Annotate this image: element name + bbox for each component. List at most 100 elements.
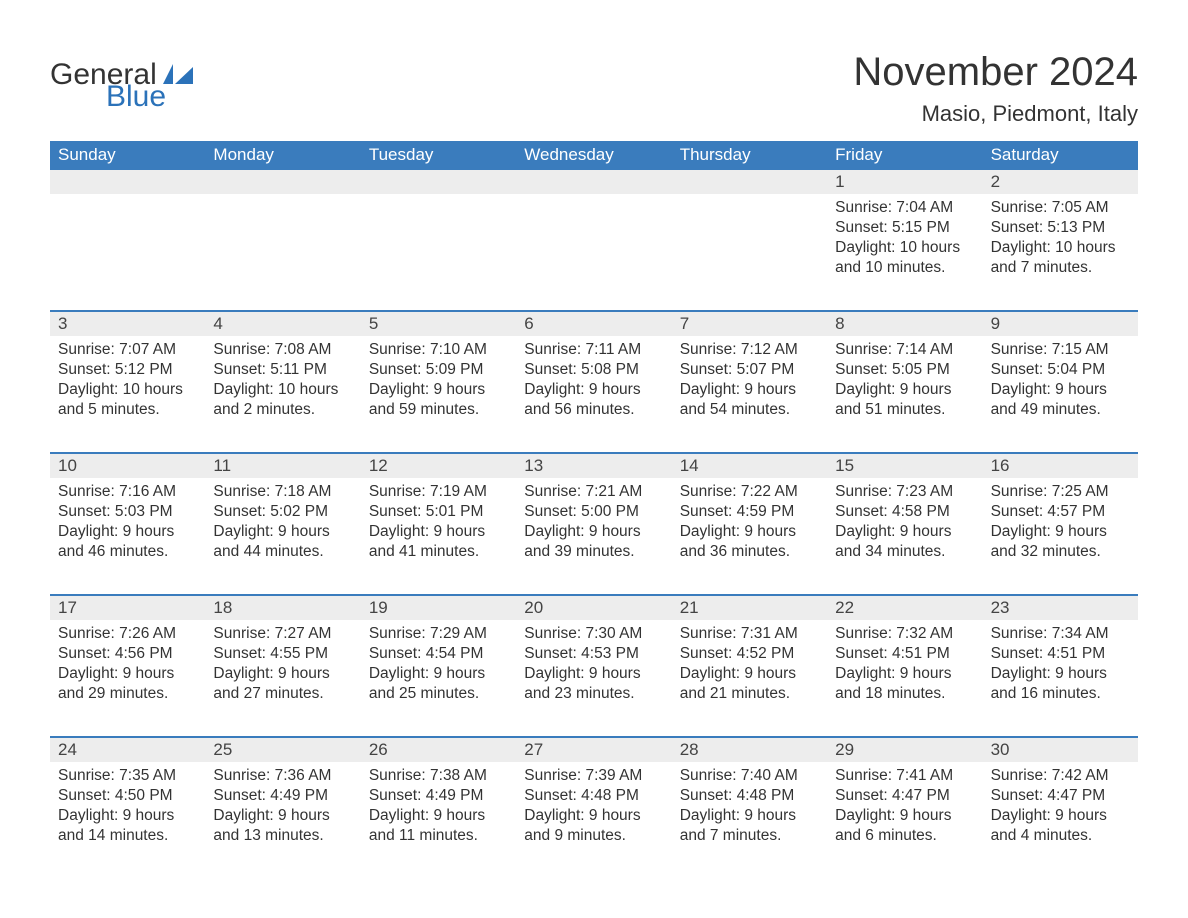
daylight-text: Daylight: 9 hours and 54 minutes.: [680, 380, 819, 420]
sunrise-text: Sunrise: 7:27 AM: [213, 624, 352, 644]
day-number-cell: 29: [827, 738, 982, 762]
sunrise-text: Sunrise: 7:40 AM: [680, 766, 819, 786]
daylight-text: Daylight: 9 hours and 44 minutes.: [213, 522, 352, 562]
sunset-text: Sunset: 5:12 PM: [58, 360, 197, 380]
sunrise-text: Sunrise: 7:25 AM: [991, 482, 1130, 502]
daylight-text: Daylight: 10 hours and 2 minutes.: [213, 380, 352, 420]
week-spacer: [50, 284, 1138, 310]
weeks-container: 12 Sunrise: 7:04 AMSunset: 5:15 PMDayligh…: [50, 170, 1138, 852]
daylight-text: Daylight: 9 hours and 34 minutes.: [835, 522, 974, 562]
day-detail-cell: Sunrise: 7:39 AMSunset: 4:48 PMDaylight:…: [516, 762, 671, 852]
day-number-cell: 17: [50, 596, 205, 620]
day-detail-cell: Sunrise: 7:08 AMSunset: 5:11 PMDaylight:…: [205, 336, 360, 426]
day-detail-cell: Sunrise: 7:30 AMSunset: 4:53 PMDaylight:…: [516, 620, 671, 710]
daylight-text: Daylight: 9 hours and 39 minutes.: [524, 522, 663, 562]
day-number-cell: 22: [827, 596, 982, 620]
day-detail-row: Sunrise: 7:35 AMSunset: 4:50 PMDaylight:…: [50, 762, 1138, 852]
sunrise-text: Sunrise: 7:26 AM: [58, 624, 197, 644]
day-number-cell: [672, 170, 827, 194]
daylight-text: Daylight: 9 hours and 14 minutes.: [58, 806, 197, 846]
day-number-cell: 8: [827, 312, 982, 336]
sunset-text: Sunset: 4:48 PM: [680, 786, 819, 806]
day-detail-cell: Sunrise: 7:05 AMSunset: 5:13 PMDaylight:…: [983, 194, 1138, 284]
day-number-cell: 25: [205, 738, 360, 762]
sunset-text: Sunset: 5:15 PM: [835, 218, 974, 238]
sunset-text: Sunset: 4:57 PM: [991, 502, 1130, 522]
sunset-text: Sunset: 4:55 PM: [213, 644, 352, 664]
sunset-text: Sunset: 5:05 PM: [835, 360, 974, 380]
day-detail-cell: Sunrise: 7:12 AMSunset: 5:07 PMDaylight:…: [672, 336, 827, 426]
day-number-cell: 19: [361, 596, 516, 620]
sunrise-text: Sunrise: 7:30 AM: [524, 624, 663, 644]
day-detail-cell: [361, 194, 516, 284]
sunrise-text: Sunrise: 7:42 AM: [991, 766, 1130, 786]
weekday-header: Tuesday: [361, 141, 516, 170]
day-number-row: 10111213141516: [50, 454, 1138, 478]
day-number-cell: 7: [672, 312, 827, 336]
sunrise-text: Sunrise: 7:18 AM: [213, 482, 352, 502]
daylight-text: Daylight: 10 hours and 5 minutes.: [58, 380, 197, 420]
daylight-text: Daylight: 10 hours and 10 minutes.: [835, 238, 974, 278]
sunset-text: Sunset: 4:56 PM: [58, 644, 197, 664]
logo-flag-icon: [163, 64, 193, 84]
day-number-cell: 15: [827, 454, 982, 478]
day-detail-cell: Sunrise: 7:15 AMSunset: 5:04 PMDaylight:…: [983, 336, 1138, 426]
week-block: 3456789Sunrise: 7:07 AMSunset: 5:12 PMDa…: [50, 310, 1138, 452]
day-detail-row: Sunrise: 7:26 AMSunset: 4:56 PMDaylight:…: [50, 620, 1138, 710]
day-number-cell: 27: [516, 738, 671, 762]
day-number-cell: 21: [672, 596, 827, 620]
weekday-header: Saturday: [983, 141, 1138, 170]
day-detail-cell: Sunrise: 7:34 AMSunset: 4:51 PMDaylight:…: [983, 620, 1138, 710]
sunset-text: Sunset: 5:08 PM: [524, 360, 663, 380]
day-number-cell: 14: [672, 454, 827, 478]
day-number-cell: 3: [50, 312, 205, 336]
sunset-text: Sunset: 5:07 PM: [680, 360, 819, 380]
daylight-text: Daylight: 9 hours and 23 minutes.: [524, 664, 663, 704]
day-number-cell: 20: [516, 596, 671, 620]
location-subtitle: Masio, Piedmont, Italy: [853, 101, 1138, 127]
day-detail-cell: Sunrise: 7:04 AMSunset: 5:15 PMDaylight:…: [827, 194, 982, 284]
day-detail-cell: Sunrise: 7:26 AMSunset: 4:56 PMDaylight:…: [50, 620, 205, 710]
day-detail-cell: Sunrise: 7:27 AMSunset: 4:55 PMDaylight:…: [205, 620, 360, 710]
day-detail-cell: Sunrise: 7:10 AMSunset: 5:09 PMDaylight:…: [361, 336, 516, 426]
day-detail-row: Sunrise: 7:07 AMSunset: 5:12 PMDaylight:…: [50, 336, 1138, 426]
day-number-cell: 12: [361, 454, 516, 478]
daylight-text: Daylight: 9 hours and 16 minutes.: [991, 664, 1130, 704]
sunset-text: Sunset: 4:53 PM: [524, 644, 663, 664]
day-number-cell: [205, 170, 360, 194]
sunset-text: Sunset: 5:00 PM: [524, 502, 663, 522]
sunrise-text: Sunrise: 7:23 AM: [835, 482, 974, 502]
daylight-text: Daylight: 9 hours and 25 minutes.: [369, 664, 508, 704]
header-bar: General Blue November 2024 Masio, Piedmo…: [50, 50, 1138, 127]
daylight-text: Daylight: 9 hours and 6 minutes.: [835, 806, 974, 846]
week-block: 24252627282930Sunrise: 7:35 AMSunset: 4:…: [50, 736, 1138, 852]
sunset-text: Sunset: 4:49 PM: [369, 786, 508, 806]
sunset-text: Sunset: 5:11 PM: [213, 360, 352, 380]
day-detail-row: Sunrise: 7:16 AMSunset: 5:03 PMDaylight:…: [50, 478, 1138, 568]
day-detail-cell: Sunrise: 7:40 AMSunset: 4:48 PMDaylight:…: [672, 762, 827, 852]
day-number-cell: 4: [205, 312, 360, 336]
day-number-cell: 6: [516, 312, 671, 336]
sunset-text: Sunset: 4:59 PM: [680, 502, 819, 522]
sunset-text: Sunset: 4:49 PM: [213, 786, 352, 806]
day-detail-cell: Sunrise: 7:41 AMSunset: 4:47 PMDaylight:…: [827, 762, 982, 852]
weekday-header: Wednesday: [516, 141, 671, 170]
day-detail-row: Sunrise: 7:04 AMSunset: 5:15 PMDaylight:…: [50, 194, 1138, 284]
day-detail-cell: Sunrise: 7:35 AMSunset: 4:50 PMDaylight:…: [50, 762, 205, 852]
day-number-row: 3456789: [50, 312, 1138, 336]
day-detail-cell: [205, 194, 360, 284]
sunrise-text: Sunrise: 7:36 AM: [213, 766, 352, 786]
day-detail-cell: Sunrise: 7:32 AMSunset: 4:51 PMDaylight:…: [827, 620, 982, 710]
day-number-cell: 16: [983, 454, 1138, 478]
daylight-text: Daylight: 9 hours and 29 minutes.: [58, 664, 197, 704]
day-detail-cell: Sunrise: 7:38 AMSunset: 4:49 PMDaylight:…: [361, 762, 516, 852]
sunset-text: Sunset: 5:02 PM: [213, 502, 352, 522]
sunset-text: Sunset: 4:51 PM: [991, 644, 1130, 664]
day-detail-cell: Sunrise: 7:23 AMSunset: 4:58 PMDaylight:…: [827, 478, 982, 568]
day-number-cell: [516, 170, 671, 194]
day-detail-cell: Sunrise: 7:16 AMSunset: 5:03 PMDaylight:…: [50, 478, 205, 568]
logo: General Blue: [50, 50, 193, 112]
week-spacer: [50, 568, 1138, 594]
day-number-cell: 9: [983, 312, 1138, 336]
daylight-text: Daylight: 9 hours and 21 minutes.: [680, 664, 819, 704]
